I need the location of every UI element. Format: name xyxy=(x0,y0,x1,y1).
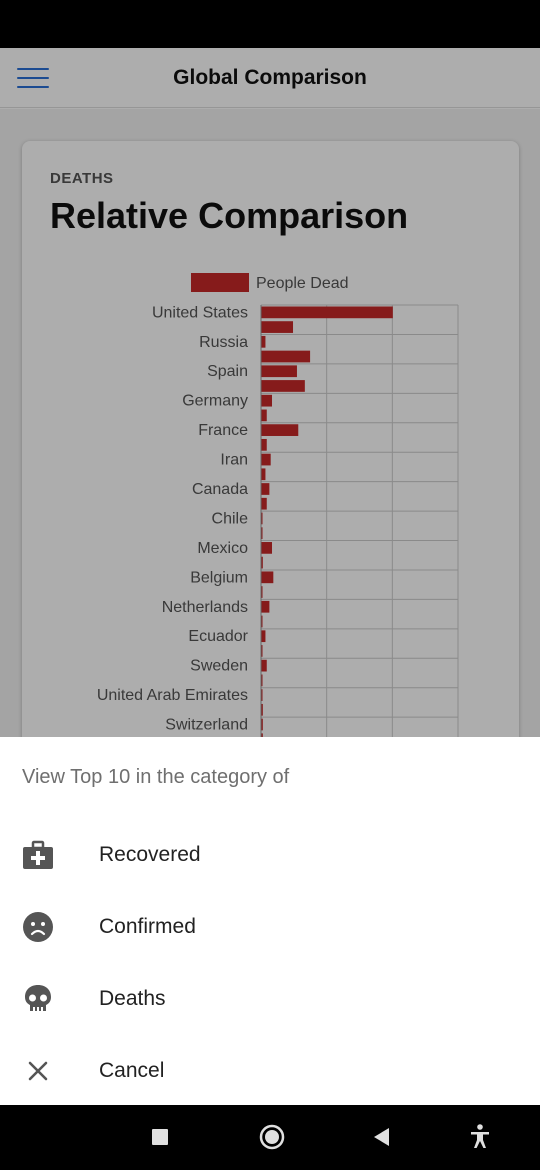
option-confirmed[interactable]: Confirmed xyxy=(0,891,540,963)
bar xyxy=(261,380,305,392)
bar xyxy=(261,571,274,584)
bar xyxy=(261,718,263,731)
bar xyxy=(261,615,263,628)
legend-swatch xyxy=(191,273,249,292)
bar xyxy=(261,527,263,540)
bar xyxy=(261,689,263,701)
option-deaths[interactable]: Deaths xyxy=(0,963,540,1035)
bar xyxy=(261,483,270,495)
circle-icon[interactable] xyxy=(250,1105,294,1170)
category-label: United Arab Emirates xyxy=(97,687,248,704)
category-label: Mexico xyxy=(197,540,248,557)
category-label: United States xyxy=(152,304,248,321)
hamburger-menu-icon[interactable] xyxy=(14,64,52,92)
close-icon xyxy=(28,1061,48,1081)
system-nav-bar xyxy=(0,1105,540,1170)
status-bar xyxy=(0,0,540,48)
bar xyxy=(261,365,297,378)
category-label: Spain xyxy=(207,363,248,380)
card-eyebrow: DEATHS xyxy=(50,170,114,187)
category-label: Belgium xyxy=(190,569,248,586)
category-label: Chile xyxy=(212,510,249,527)
chart-card: DEATHS Relative Comparison People Dead Un… xyxy=(22,141,519,737)
bar xyxy=(261,600,270,613)
bar xyxy=(261,424,299,436)
bar xyxy=(261,556,263,569)
category-label: Germany xyxy=(182,393,248,410)
bar xyxy=(261,335,266,348)
category-label: Netherlands xyxy=(162,599,248,616)
triangle-back-icon[interactable] xyxy=(362,1105,402,1170)
bar xyxy=(261,394,273,407)
bar xyxy=(261,703,263,716)
category-label: Switzerland xyxy=(165,717,248,734)
bar xyxy=(261,453,271,466)
bar xyxy=(261,733,263,737)
bar xyxy=(261,645,263,657)
app-bar: Global Comparison xyxy=(0,48,540,108)
category-label: Ecuador xyxy=(188,628,248,645)
bar xyxy=(261,306,393,319)
bar-chart: People Dead United States Russia Spain Germa… xyxy=(97,273,459,737)
medical-bag-icon xyxy=(23,840,53,869)
bar xyxy=(261,674,263,687)
page-title: Global Comparison xyxy=(173,66,367,89)
option-cancel[interactable]: Cancel xyxy=(0,1035,540,1107)
content-area: DEATHS Relative Comparison People Dead Un… xyxy=(0,109,540,737)
category-label: Canada xyxy=(192,481,248,498)
option-label: Deaths xyxy=(99,987,166,1010)
bar xyxy=(261,542,273,554)
option-recovered[interactable]: Recovered xyxy=(0,819,540,891)
card-title: Relative Comparison xyxy=(50,195,409,236)
bar xyxy=(261,497,267,510)
bar xyxy=(261,321,294,333)
skull-icon xyxy=(25,985,51,1011)
category-label: Sweden xyxy=(190,658,248,675)
square-icon[interactable] xyxy=(140,1105,180,1170)
option-label: Cancel xyxy=(99,1059,165,1082)
bar xyxy=(261,350,311,363)
category-label: Iran xyxy=(220,452,248,469)
option-label: Confirmed xyxy=(99,915,196,938)
bar xyxy=(261,659,267,672)
bar xyxy=(261,468,266,481)
bar xyxy=(261,438,267,451)
modal-scrim[interactable] xyxy=(0,0,540,737)
sheet-header: View Top 10 in the category of xyxy=(22,766,290,788)
sad-face-icon xyxy=(23,912,53,942)
accessibility-icon[interactable] xyxy=(460,1105,500,1170)
bottom-sheet: View Top 10 in the category of Recovered… xyxy=(0,737,540,1105)
bar xyxy=(261,409,267,422)
option-label: Recovered xyxy=(99,843,201,866)
bar xyxy=(261,512,263,525)
category-label: Russia xyxy=(199,334,248,351)
legend-label: People Dead xyxy=(256,275,349,292)
bar xyxy=(261,586,263,598)
category-label: France xyxy=(198,422,248,439)
bar xyxy=(261,630,266,643)
